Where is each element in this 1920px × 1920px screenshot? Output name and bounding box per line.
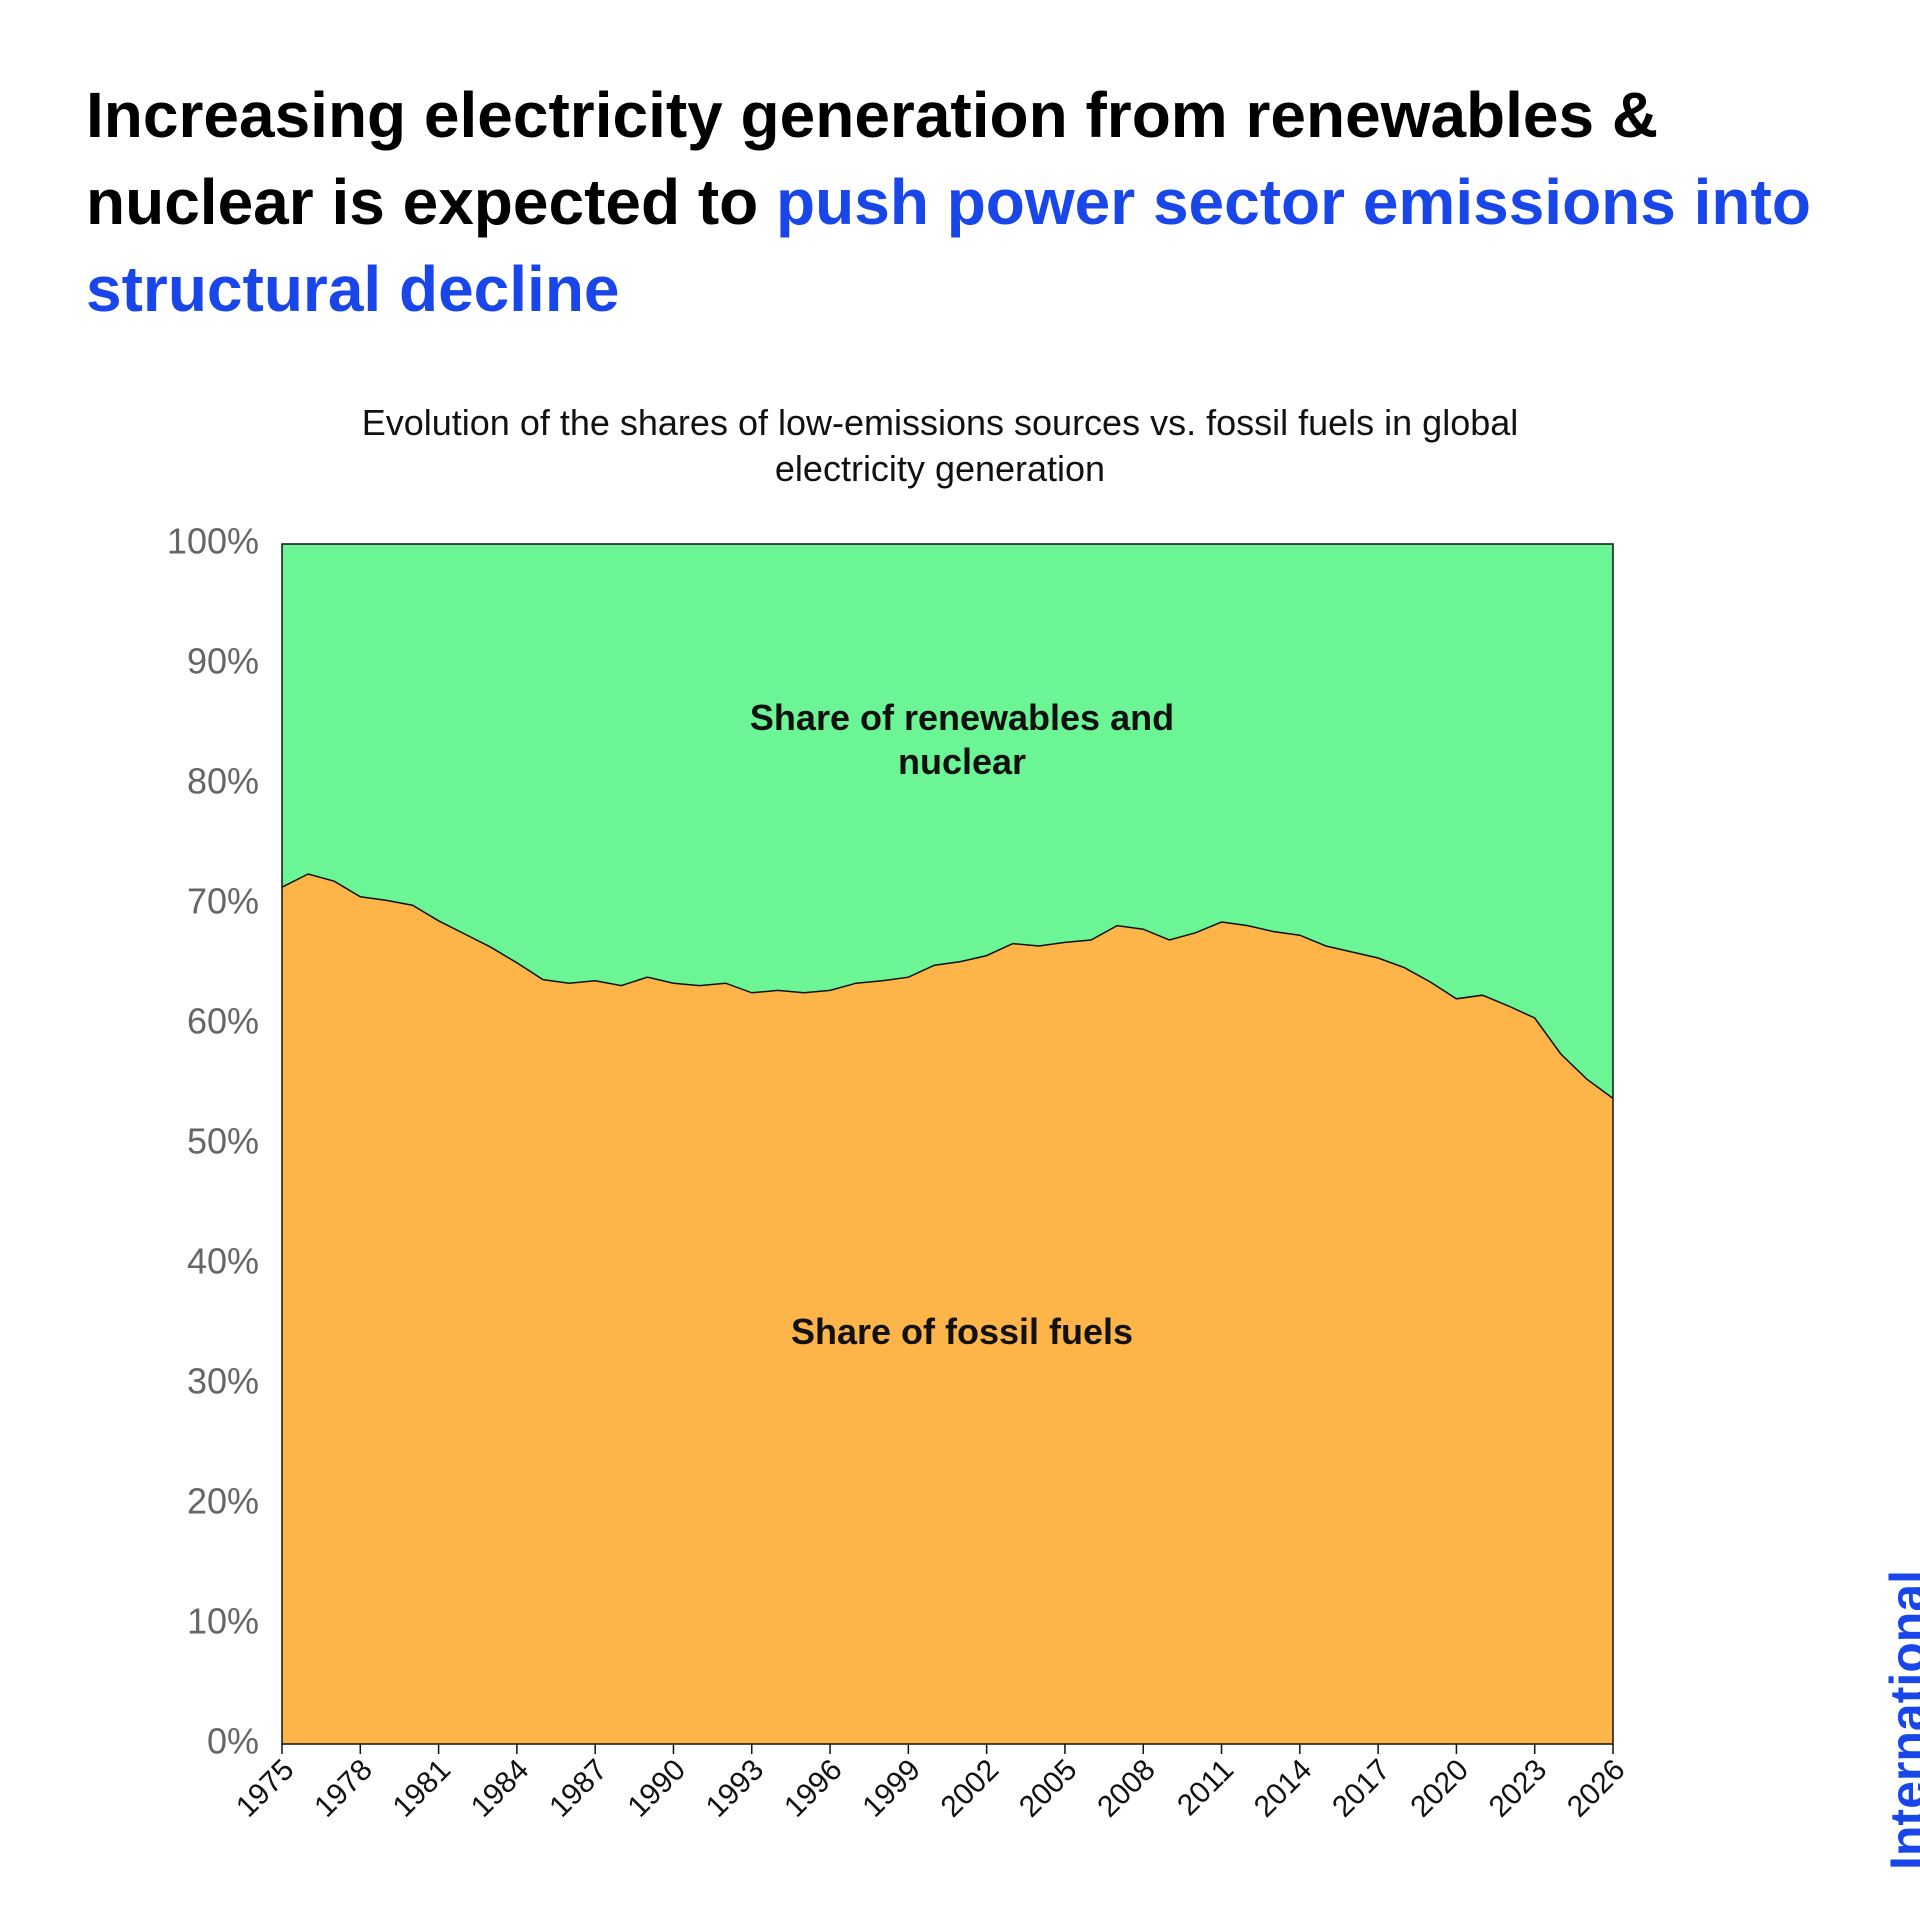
x-tick-label: 1999: [856, 1753, 927, 1824]
y-tick-label: 100%: [167, 521, 259, 562]
x-tick-label: 1987: [543, 1753, 614, 1824]
y-tick-label: 80%: [187, 761, 259, 802]
x-tick-label: 1993: [700, 1753, 771, 1824]
x-tick-label: 2026: [1561, 1753, 1632, 1824]
y-tick-label: 60%: [187, 1001, 259, 1042]
x-tick-label: 2002: [935, 1753, 1006, 1824]
x-tick-label: 1996: [778, 1753, 849, 1824]
x-tick-label: 1981: [387, 1753, 458, 1824]
x-tick-label: 2005: [1013, 1753, 1084, 1824]
chart-subtitle: Evolution of the shares of low-emissions…: [361, 402, 1519, 489]
x-tick-label: 1984: [465, 1753, 536, 1824]
y-tick-label: 40%: [187, 1241, 259, 1282]
title-highlight: push power sector emissions into structu…: [86, 166, 1811, 325]
area-label: Share of renewables and nuclear: [749, 697, 1175, 782]
y-tick-label: 30%: [187, 1361, 259, 1402]
y-tick-label: 0%: [207, 1721, 259, 1762]
x-tick-label: 2008: [1091, 1753, 1162, 1824]
x-tick-label: 2011: [1171, 1753, 1240, 1822]
title-text: Increasing electricity generation from r…: [86, 79, 1659, 238]
x-tick-label: 1975: [230, 1753, 301, 1824]
x-tick-label: 1978: [308, 1753, 379, 1824]
area: [282, 544, 1613, 1099]
boundary-line: [281, 873, 1614, 1100]
x-tick-label: 2017: [1326, 1753, 1397, 1824]
y-tick-label: 10%: [187, 1601, 259, 1642]
plot-frame: [281, 543, 1614, 1745]
source-logo: International Energy Agency: [1880, 1569, 1920, 1870]
area: [282, 874, 1613, 1744]
y-tick-label: 70%: [187, 881, 259, 922]
y-tick-label: 90%: [187, 641, 259, 682]
y-tick-label: 20%: [187, 1481, 259, 1522]
x-tick-label: 2014: [1248, 1753, 1319, 1824]
x-tick-label: 2020: [1404, 1753, 1475, 1824]
x-tick-label: 2023: [1483, 1753, 1554, 1824]
chart-title: Increasing electricity generation from r…: [86, 72, 1876, 333]
y-tick-label: 50%: [187, 1121, 259, 1162]
x-tick-label: 1990: [621, 1753, 692, 1824]
area-label: Share of fossil fuels: [790, 1311, 1134, 1352]
